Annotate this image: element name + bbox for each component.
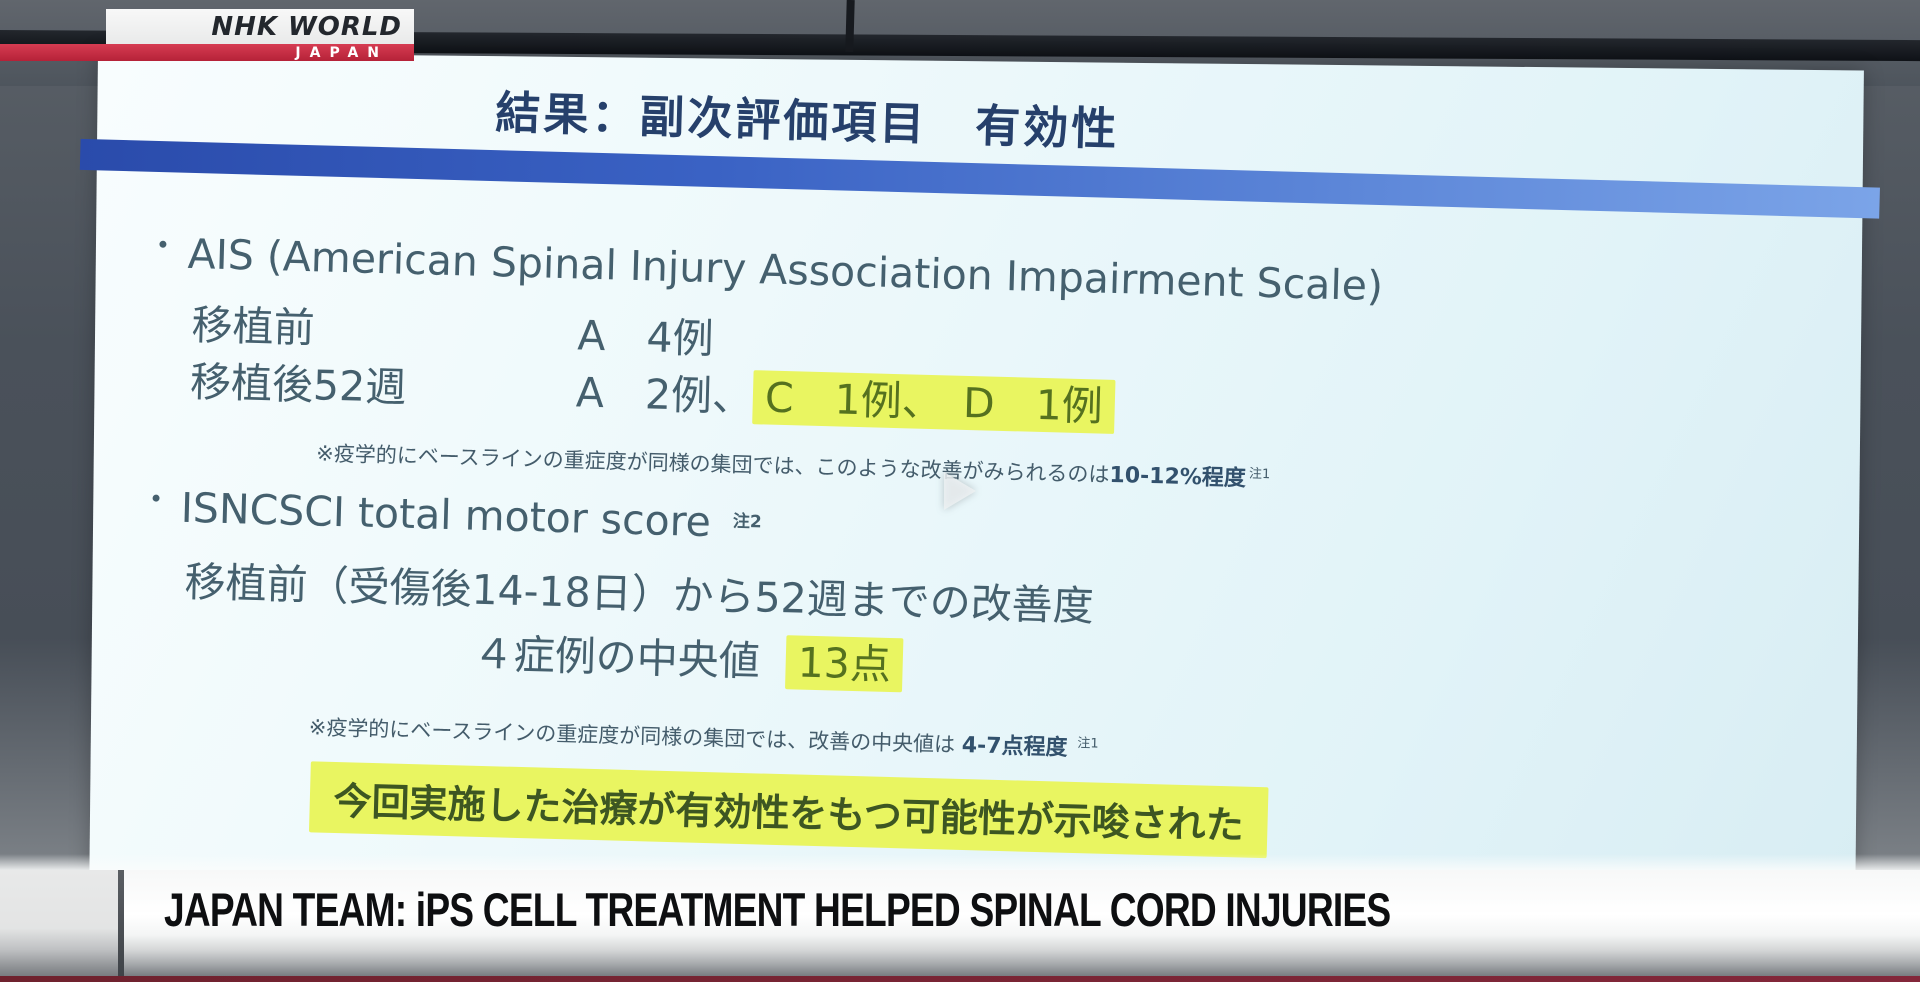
play-icon[interactable] [944,472,976,510]
isncsci-footnote-emphasis: 4-7点程度 [961,732,1068,761]
isncsci-footnote-text: ※疫学的にベースラインの重症度が同様の集団では、改善の中央値は [308,715,963,757]
ais-post-highlight: C 1例、 D 1例 [752,370,1116,434]
logo-white-band: NHK WORLD [106,9,414,44]
logo-secondary-text: JAPAN [295,44,388,61]
ticker-headline: JAPAN TEAM: iPS CELL TREATMENT HELPED SP… [164,883,1391,936]
logo-primary-text: NHK WORLD [211,11,402,42]
ais-post-label: 移植後52週 [189,357,407,412]
median-label: ４症例の中央値 [472,629,761,686]
ais-footnote-text: ※疫学的にベースラインの重症度が同様の集団では、このような改善がみられるのは [315,441,1110,487]
ticker-left-panel [0,870,118,976]
ais-pre-value: A 4例 [576,311,715,364]
bullet-icon: • [148,484,164,514]
screen-cable [845,0,855,53]
ais-post-value: A 2例、 [575,368,754,422]
ais-post-transplant-row: 移植後52週 A 2例、 C 1例、 D 1例 [189,348,1116,434]
ticker-red-baseline [0,976,1920,982]
isncsci-heading-line: • ISNCSCI total motor score 注2 [148,483,762,548]
bullet-icon: • [155,230,171,260]
logo-red-band: JAPAN [0,44,414,61]
isncsci-heading-text: ISNCSCI total motor score [180,483,712,547]
ticker-band [0,870,1920,982]
ticker-top-glow [0,854,1920,870]
ticker-divider [118,870,124,976]
conclusion-line: 今回実施した治療が有効性をもつ可能性が示唆された [78,755,1499,864]
ais-footnote-emphasis: 10-12%程度 [1109,462,1247,492]
median-highlight: 13点 [785,635,904,693]
projection-screen: 結果：副次評価項目 有効性 • AIS (American Spinal Inju… [79,52,1880,903]
isncsci-median-row: ４症例の中央値 13点 [472,620,904,693]
ais-footnote-ref: 注1 [1248,466,1271,483]
ais-footnote: ※疫学的にベースラインの重症度が同様の集団では、このような改善がみられるのは10… [316,435,1271,493]
isncsci-footnote-ref: 注1 [1077,736,1099,752]
conclusion-highlight: 今回実施した治療が有効性をもつ可能性が示唆された [308,761,1269,859]
news-ticker: JAPAN TEAM: iPS CELL TREATMENT HELPED SP… [0,854,1920,982]
isncsci-heading-ref: 注2 [732,511,762,533]
isncsci-improvement-line: 移植前（受傷後14-18日）から52週までの改善度 [184,557,1095,631]
isncsci-footnote: ※疫学的にベースラインの重症度が同様の集団では、改善の中央値は 4-7点程度 注… [308,709,1099,762]
